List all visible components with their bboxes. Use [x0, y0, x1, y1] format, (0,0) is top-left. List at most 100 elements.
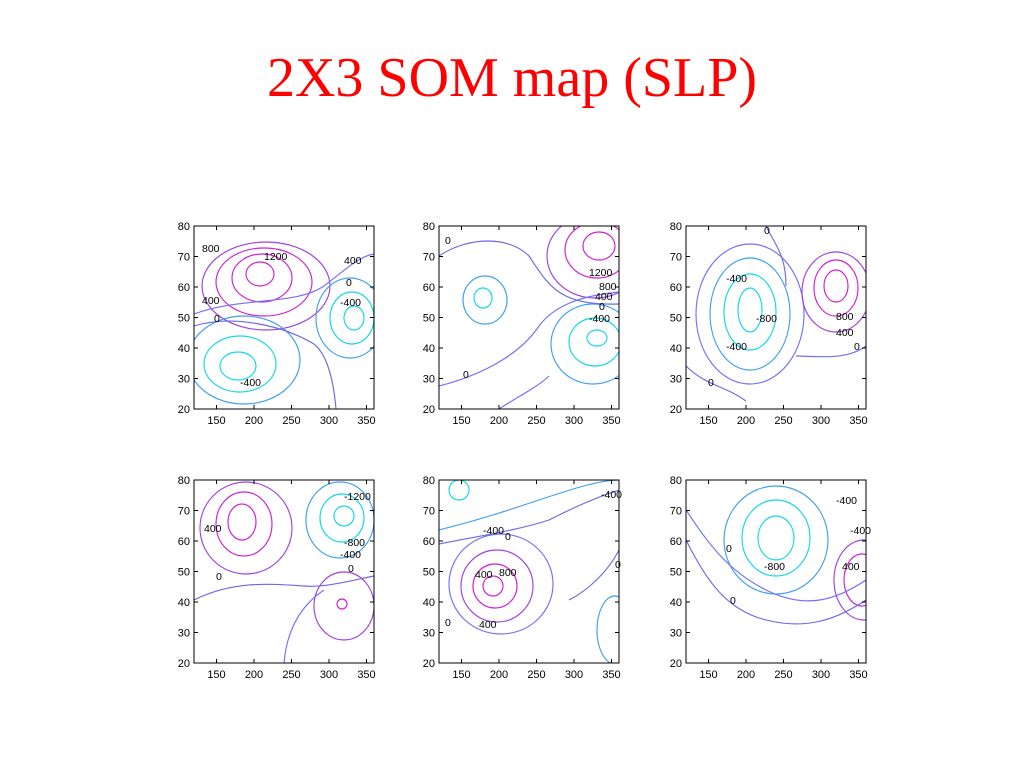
contour-line: [741, 499, 811, 577]
contour-label: 0: [730, 595, 736, 607]
contour-line: [194, 253, 374, 315]
contour-label: 0: [505, 531, 511, 543]
contour-label: 0: [214, 313, 220, 325]
contour-line: [439, 291, 619, 387]
contour-label: 0: [445, 235, 451, 247]
contour-line: [843, 553, 866, 607]
contour-line: [686, 539, 866, 625]
contour-line: [313, 571, 374, 641]
som-panel-5: -400 -400 0 400 800 400 0 0 150 200 250 300 350 20 30 4…: [405, 472, 625, 682]
x-tick-label: 150: [207, 669, 225, 681]
y-tick-label: 50: [423, 313, 435, 325]
contour-line: [194, 315, 301, 405]
contour-label: -400: [589, 313, 610, 325]
x-tick-label: 350: [849, 415, 867, 427]
y-tick-label: 50: [178, 313, 190, 325]
contour-label: -400: [340, 549, 361, 561]
plot-frame: [438, 479, 620, 664]
x-tick-label: 250: [527, 415, 545, 427]
x-tick-label: 300: [812, 669, 830, 681]
contour-label: 800: [499, 567, 517, 579]
y-tick-label: 50: [670, 313, 682, 325]
contour-line: [686, 509, 866, 602]
contour-label: 0: [216, 571, 222, 583]
contour-line: [723, 273, 777, 351]
y-tick-label: 60: [423, 536, 435, 548]
contour-line: [245, 261, 275, 287]
contour-plot-4: -1200 400 -800-400 0 0 150 200 250 300 350 20 30 40 5…: [178, 475, 376, 681]
y-tick-label: 30: [178, 628, 190, 640]
contour-line: [448, 533, 554, 635]
x-tick-label: 200: [245, 669, 263, 681]
x-tick-label: 200: [490, 669, 508, 681]
contour-label: 0: [348, 563, 354, 575]
contour-label: -400: [726, 341, 747, 353]
y-tick-label: 80: [423, 221, 435, 233]
contour-lines: [439, 226, 619, 409]
contour-label: 400: [344, 255, 362, 267]
contour-label: 400: [842, 561, 860, 573]
contour-label: -400: [240, 377, 261, 389]
contour-line: [801, 251, 866, 333]
contour-label: 800: [599, 281, 617, 293]
contour-line: [333, 505, 355, 527]
contour-line: [194, 320, 337, 409]
x-tick-label: 300: [320, 415, 338, 427]
contour-label: -800: [764, 561, 785, 573]
contour-label: 0: [463, 369, 469, 381]
contour-line: [283, 589, 325, 663]
x-tick-label: 350: [602, 415, 620, 427]
y-tick-label: 40: [423, 343, 435, 355]
contour-lines: [194, 481, 374, 663]
contour-label: 0: [708, 377, 714, 389]
contour-line: [482, 575, 504, 597]
y-tick-label: 70: [423, 252, 435, 264]
contour-line: [709, 257, 791, 371]
contour-plot-6: -400 0 -400 -800 400 0 150 200 250 300 350 20 30 40 50…: [670, 475, 871, 681]
x-tick-label: 350: [849, 669, 867, 681]
contour-label: 800: [202, 243, 220, 255]
x-tick-label: 200: [490, 415, 508, 427]
contour-line: [305, 481, 374, 559]
contour-line: [813, 259, 859, 317]
contour-line: [231, 253, 293, 303]
y-tick-label: 60: [178, 282, 190, 294]
x-tick-label: 250: [282, 669, 300, 681]
x-tick-label: 200: [737, 669, 755, 681]
y-tick-label: 70: [670, 252, 682, 264]
y-tick-label: 70: [423, 506, 435, 518]
contour-line: [439, 480, 619, 531]
y-tick-label: 60: [670, 282, 682, 294]
contour-label: -400: [836, 495, 857, 507]
contour-line: [795, 345, 866, 358]
contour-label: -1200: [344, 491, 371, 503]
y-tick-label: 50: [670, 567, 682, 579]
y-tick-label: 20: [423, 658, 435, 670]
y-tick-label: 40: [178, 343, 190, 355]
contour-line: [723, 485, 829, 595]
y-tick-label: 40: [423, 597, 435, 609]
contour-line: [203, 335, 277, 393]
contour-line: [329, 291, 374, 345]
som-panel-1: 800 1200 400 0 -400 400 0 -400 150 200 250 300 350 20…: [160, 218, 380, 428]
y-tick-label: 80: [178, 475, 190, 487]
y-tick-label: 20: [178, 658, 190, 670]
contour-label: 0: [445, 617, 451, 629]
x-tick-label: 150: [699, 669, 717, 681]
contour-label: -400: [850, 525, 871, 537]
y-tick-label: 30: [178, 374, 190, 386]
contour-line: [472, 563, 518, 609]
y-tick-label: 60: [178, 536, 190, 548]
contour-line: [686, 226, 787, 402]
x-tick-label: 150: [207, 415, 225, 427]
y-tick-label: 80: [670, 475, 682, 487]
y-tick-label: 80: [178, 221, 190, 233]
contour-line: [215, 491, 273, 557]
contour-label: 1200: [264, 251, 288, 263]
contour-line: [596, 595, 619, 663]
y-tick-label: 60: [670, 536, 682, 548]
contour-label: 400: [202, 295, 220, 307]
y-tick-label: 60: [423, 282, 435, 294]
contour-line: [439, 489, 619, 545]
contour-line: [343, 305, 365, 331]
